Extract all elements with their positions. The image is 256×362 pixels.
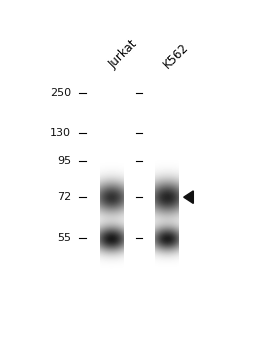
Text: Jurkat: Jurkat <box>106 38 140 71</box>
Bar <box>155 73 179 325</box>
Polygon shape <box>184 191 193 203</box>
Bar <box>1 1 255 73</box>
Bar <box>100 73 124 325</box>
Text: 72: 72 <box>57 192 71 202</box>
Bar <box>124 1 155 361</box>
Text: K562: K562 <box>161 41 191 71</box>
Bar <box>1 1 100 361</box>
Text: 130: 130 <box>50 127 71 138</box>
Bar <box>1 325 255 361</box>
Bar <box>179 1 255 361</box>
Text: 95: 95 <box>57 156 71 166</box>
Text: 250: 250 <box>50 88 71 98</box>
Text: 55: 55 <box>57 233 71 244</box>
